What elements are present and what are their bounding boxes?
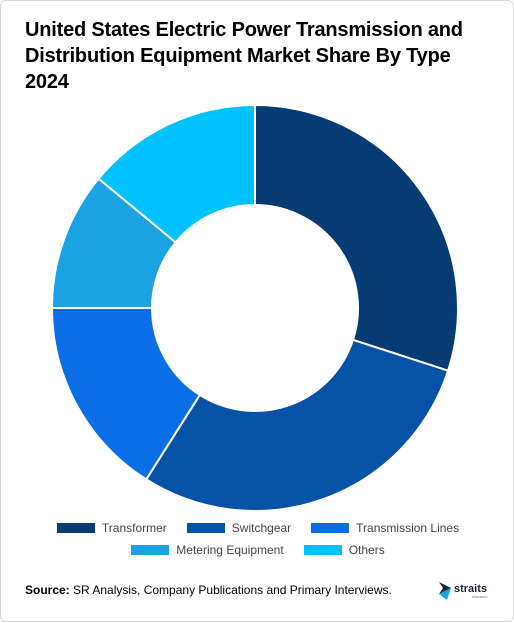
donut-slices: [50, 103, 459, 512]
source-text: SR Analysis, Company Publications and Pr…: [69, 583, 392, 597]
logo-arrow-icon: [439, 582, 451, 594]
legend-swatch-metering-equipment: [131, 545, 170, 555]
slice-transmission-lines[interactable]: [50, 307, 202, 481]
legend-label-metering-equipment: Metering Equipment: [176, 543, 284, 557]
logo-wordmark: straits: [454, 583, 487, 595]
straits-logo: straits research: [439, 582, 488, 600]
legend-label-switchgear: Switchgear: [231, 521, 292, 535]
chart-title: United States Electric Power Transmissio…: [25, 19, 463, 93]
legend-swatch-transformer: [56, 523, 95, 533]
legend-item-metering-equipment[interactable]: Metering Equipment: [131, 543, 284, 557]
slice-others[interactable]: [97, 103, 256, 244]
legend-item-transformer[interactable]: Transformer: [56, 521, 167, 535]
slice-switchgear[interactable]: [144, 338, 450, 512]
slice-transformer[interactable]: [254, 103, 459, 372]
legend-swatch-switchgear: [186, 523, 225, 533]
legend-item-others[interactable]: Others: [303, 543, 385, 557]
legend-label-transmission-lines: Transmission Lines: [356, 521, 460, 535]
legend-row-1: Transformer Switchgear Transmission Line…: [1, 521, 514, 535]
logo-subtext: research: [472, 594, 488, 599]
legend-row-2: Metering Equipment Others: [1, 543, 514, 557]
legend-item-switchgear[interactable]: Switchgear: [186, 521, 292, 535]
legend-item-transmission-lines[interactable]: Transmission Lines: [311, 521, 459, 535]
source-label: Source:: [25, 583, 70, 597]
legend-swatch-others: [303, 545, 342, 555]
legend-swatch-transmission-lines: [311, 523, 350, 533]
logo-arrow-accent-icon: [439, 588, 451, 600]
legend-label-others: Others: [348, 543, 385, 557]
source-note: Source: SR Analysis, Company Publication…: [25, 583, 392, 597]
legend-label-transformer: Transformer: [101, 521, 167, 535]
